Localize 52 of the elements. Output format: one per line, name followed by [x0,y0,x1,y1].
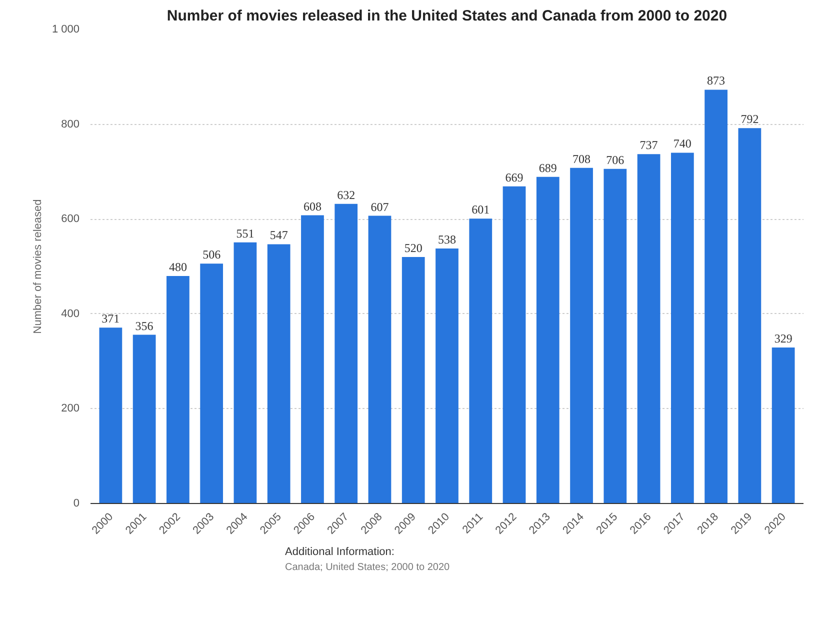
data-label: 608 [303,199,322,214]
bar [570,168,593,504]
data-label: 792 [740,112,759,126]
data-label: 538 [438,232,456,246]
data-label: 551 [236,226,254,240]
y-axis-title: Number of movies released [32,199,44,334]
bar [772,348,795,504]
bar [704,90,728,504]
data-label: 480 [168,260,187,274]
data-label: 706 [606,152,624,167]
bar [267,244,290,504]
data-label: 632 [337,188,356,202]
y-tick-label: 800 [61,118,80,130]
bar [502,186,526,504]
bar [234,242,257,504]
bar [402,257,425,504]
data-label: 708 [572,152,591,166]
bar [99,328,122,504]
data-label: 669 [505,170,524,184]
bar [368,216,392,504]
data-label: 520 [404,241,422,256]
bar [469,218,492,504]
data-label: 607 [370,200,389,214]
bar [200,264,224,504]
data-label: 506 [202,248,221,262]
data-label: 356 [135,318,154,333]
y-tick-label: 600 [61,213,80,226]
chart-title: Number of movies released in the United States and Canada from 2000 to 2020 [166,8,728,24]
data-label: 873 [707,74,726,88]
text: Additional Information: [285,545,396,560]
bar [637,154,660,504]
data-label: 689 [538,160,557,175]
bar [738,128,762,504]
data-label: 737 [640,138,658,152]
data-label: 547 [270,228,288,242]
bar [670,152,694,504]
bar [132,334,156,504]
y-tick-label: 400 [61,308,80,320]
bar [301,215,324,504]
bar [536,176,560,504]
y-tick-label: 1 000 [52,24,80,36]
data-label: 601 [472,202,490,217]
y-tick-label: 0 [73,498,80,510]
data-label: 329 [774,332,792,346]
bar [604,168,627,504]
bar [436,248,458,504]
bar [334,204,358,504]
data-label: 371 [102,312,120,326]
text: Canada; United States; 2000 to 2020 [285,560,450,575]
y-tick-label: 200 [61,402,80,415]
data-label: 740 [673,136,692,151]
bar [166,276,190,504]
